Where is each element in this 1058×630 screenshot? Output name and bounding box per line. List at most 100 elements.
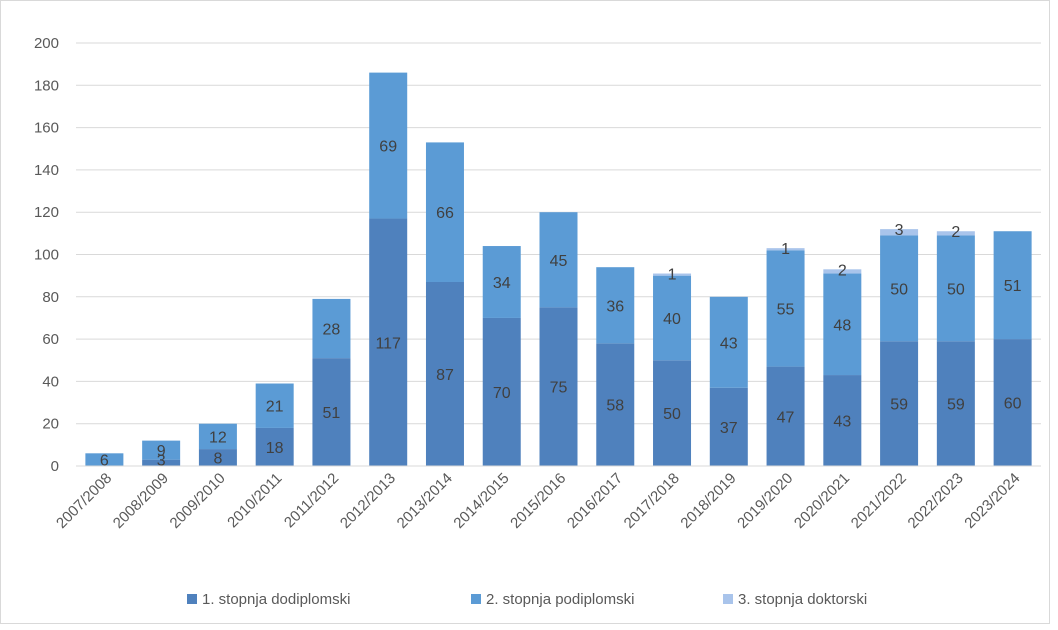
y-tick-label: 200 (34, 35, 59, 52)
data-label: 117 (375, 335, 401, 352)
data-label: 3 (157, 453, 166, 470)
bar-segment (482, 317, 521, 466)
data-label: 34 (493, 275, 511, 292)
data-label: 50 (947, 281, 965, 298)
bar-segment (255, 383, 294, 428)
legend-label: 2. stopnja podiplomski (486, 591, 634, 608)
y-tick-label: 140 (34, 162, 59, 179)
data-label: 2 (951, 224, 960, 241)
bar-segment (709, 296, 748, 388)
bar-segment (653, 273, 692, 276)
bar-segment (369, 72, 408, 219)
data-label: 70 (493, 385, 511, 402)
bar-segment (425, 281, 464, 466)
bar-segment (425, 142, 464, 282)
x-tick-label: 2010/2011 (224, 470, 285, 531)
data-label: 1 (668, 267, 677, 284)
legend-swatch (471, 594, 481, 604)
bar-segment (142, 459, 181, 466)
legend-swatch (187, 594, 197, 604)
x-tick-label: 2009/2010 (167, 470, 229, 532)
data-label: 18 (266, 440, 284, 457)
data-label: 69 (379, 139, 397, 156)
x-tick-label: 2021/2022 (848, 470, 910, 532)
bar-segment (312, 298, 351, 359)
x-tick-label: 2016/2017 (564, 470, 626, 532)
bar-segment (766, 250, 805, 367)
bar-segment (823, 273, 862, 376)
bar-segment (936, 341, 975, 466)
bar-segment (880, 229, 919, 236)
data-label: 48 (833, 317, 851, 334)
y-tick-label: 100 (34, 247, 59, 264)
legend-swatch (723, 594, 733, 604)
x-tick-label: 2014/2015 (450, 470, 512, 532)
data-label: 50 (890, 281, 908, 298)
bar-segment (596, 267, 635, 344)
legend-label: 1. stopnja dodiplomski (202, 591, 350, 608)
bar-segment (823, 375, 862, 466)
y-tick-label: 40 (42, 373, 59, 390)
data-label: 59 (890, 397, 908, 414)
data-label: 43 (720, 335, 738, 352)
y-tick-label: 160 (34, 120, 59, 137)
y-tick-label: 20 (42, 416, 59, 433)
y-tick-label: 80 (42, 289, 59, 306)
bar-segment (596, 343, 635, 466)
y-tick-label: 60 (42, 331, 59, 348)
bar-segment (482, 246, 521, 318)
data-label: 45 (550, 253, 568, 270)
x-tick-label: 2008/2009 (110, 470, 172, 532)
data-label: 3 (895, 222, 904, 239)
data-label: 43 (833, 414, 851, 431)
x-tick-label: 2019/2020 (734, 470, 796, 532)
legend-label: 3. stopnja doktorski (738, 591, 867, 608)
data-label: 6 (100, 453, 109, 470)
x-tick-label: 2020/2021 (791, 470, 853, 532)
data-label: 51 (1004, 278, 1022, 295)
data-label: 1 (781, 241, 790, 258)
x-tick-label: 2013/2014 (394, 470, 456, 532)
x-tick-label: 2022/2023 (905, 470, 967, 532)
y-tick-label: 120 (34, 204, 59, 221)
data-label: 58 (606, 398, 624, 415)
x-tick-label: 2017/2018 (621, 470, 683, 532)
data-label: 2 (838, 262, 847, 279)
data-label: 8 (213, 451, 222, 468)
data-label: 21 (266, 399, 284, 416)
bar-segment (653, 275, 692, 361)
x-tick-label: 2007/2008 (53, 470, 115, 532)
bar-segment (85, 453, 124, 466)
bar-segment (653, 360, 692, 466)
x-tick-label: 2011/2012 (281, 470, 342, 531)
data-label: 40 (663, 311, 681, 328)
bar-segment (766, 248, 805, 251)
data-label: 55 (777, 301, 795, 318)
bar-segment (539, 212, 578, 308)
bar-segment (880, 341, 919, 466)
bar-segment (369, 218, 408, 466)
bar-segment (880, 235, 919, 342)
x-tick-label: 2012/2013 (337, 470, 399, 532)
x-tick-label: 2015/2016 (507, 470, 569, 532)
bar-segment (142, 440, 181, 460)
data-label: 60 (1004, 396, 1022, 413)
data-label: 37 (720, 420, 738, 437)
x-tick-label: 2018/2019 (677, 470, 739, 532)
data-label: 59 (947, 397, 965, 414)
data-label: 36 (606, 298, 624, 315)
y-tick-label: 180 (34, 77, 59, 94)
bar-segment (936, 231, 975, 236)
data-label: 50 (663, 406, 681, 423)
bar-segment (709, 387, 748, 466)
data-label: 75 (550, 380, 568, 397)
bar-segment (823, 269, 862, 274)
x-tick-label: 2023/2024 (961, 470, 1023, 532)
y-tick-label: 0 (51, 458, 59, 475)
bar-segment (993, 231, 1032, 340)
data-label: 87 (436, 367, 454, 384)
bar-segment (198, 423, 237, 450)
data-label: 9 (157, 443, 166, 460)
